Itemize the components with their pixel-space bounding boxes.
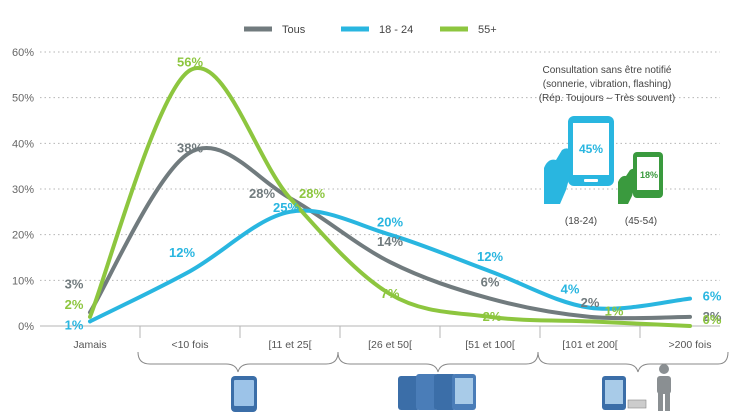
data-label: 38% bbox=[177, 140, 203, 155]
x-tick-label: <10 fois bbox=[171, 339, 208, 351]
y-tick-label: 60% bbox=[12, 47, 34, 59]
x-tick-label: [26 et 50[ bbox=[368, 339, 412, 351]
brace-right bbox=[537, 351, 729, 373]
young-value: 45% bbox=[579, 142, 603, 156]
series-line-0 bbox=[88, 145, 692, 321]
data-label: 4% bbox=[561, 282, 580, 297]
legend-label: Tous bbox=[282, 24, 306, 36]
phone-and-person-icon bbox=[602, 364, 671, 411]
annotation-line-1: Consultation sans être notifié bbox=[543, 65, 672, 76]
brace-middle bbox=[337, 351, 539, 373]
grid bbox=[40, 51, 720, 327]
data-label: 7% bbox=[381, 286, 400, 301]
x-tick-label: [101 et 200[ bbox=[562, 339, 618, 351]
x-tick-label: Jamais bbox=[73, 339, 106, 351]
data-label: 3% bbox=[65, 276, 84, 291]
y-tick-label: 20% bbox=[12, 230, 34, 242]
category-braces bbox=[137, 351, 729, 373]
y-tick-label: 40% bbox=[12, 138, 34, 150]
legend-label: 18 - 24 bbox=[379, 24, 413, 36]
data-label: 0% bbox=[703, 312, 722, 327]
young-caption: (18-24) bbox=[565, 216, 597, 227]
x-tick-label: [51 et 100[ bbox=[465, 339, 515, 351]
data-label: 56% bbox=[177, 54, 203, 69]
y-tick-label: 50% bbox=[12, 93, 34, 105]
legend: Tous 18 - 24 55+ bbox=[244, 24, 497, 36]
annotation: Consultation sans être notifié (sonnerie… bbox=[539, 65, 676, 227]
senior-tablet-hand-icon bbox=[618, 152, 663, 204]
data-labels: 3% 38% 28% 14% 6% 2% 2% 1% 12% 25% 20% 12% 4% 6% 2% 56%… bbox=[65, 54, 722, 332]
annotation-line-2: (sonnerie, vibration, flashing) bbox=[543, 79, 671, 90]
y-tick-label: 0% bbox=[18, 321, 34, 333]
y-tick-label: 10% bbox=[12, 275, 34, 287]
annotation-line-3: (Rép. Toujours – Très souvent) bbox=[539, 93, 676, 104]
legend-label: 55+ bbox=[478, 24, 497, 36]
y-tick-label: 30% bbox=[12, 184, 34, 196]
series-line-2 bbox=[88, 65, 692, 328]
data-label: 28% bbox=[299, 186, 325, 201]
data-label: 2% bbox=[483, 309, 502, 324]
data-label: 25% bbox=[273, 200, 299, 215]
x-tick-label: >200 fois bbox=[669, 339, 712, 351]
data-label: 2% bbox=[65, 297, 84, 312]
data-label: 2% bbox=[703, 309, 722, 324]
data-label: 1% bbox=[65, 317, 84, 332]
data-label: 2% bbox=[581, 295, 600, 310]
data-label: 1% bbox=[605, 303, 624, 318]
data-label: 28% bbox=[249, 186, 275, 201]
multiple-phones-icon bbox=[398, 374, 476, 410]
x-tick-label: [11 et 25[ bbox=[268, 339, 311, 351]
senior-caption: (45-54) bbox=[625, 216, 657, 227]
data-label: 6% bbox=[481, 275, 500, 290]
senior-value: 18% bbox=[640, 170, 658, 180]
data-label: 12% bbox=[477, 249, 503, 264]
series-line-1 bbox=[88, 208, 692, 324]
single-phone-icon bbox=[231, 376, 257, 412]
y-axis: 0% 10% 20% 30% 40% 50% 60% bbox=[12, 47, 34, 333]
series-lines bbox=[88, 65, 692, 328]
data-label: 12% bbox=[169, 245, 195, 260]
young-tablet-hand-icon bbox=[544, 116, 614, 204]
brace-left bbox=[137, 351, 339, 373]
data-label: 6% bbox=[703, 289, 722, 304]
data-label: 20% bbox=[377, 215, 403, 230]
data-label: 14% bbox=[377, 234, 403, 249]
x-axis: Jamais <10 fois [11 et 25[ [26 et 50[ [51 et… bbox=[73, 326, 711, 351]
